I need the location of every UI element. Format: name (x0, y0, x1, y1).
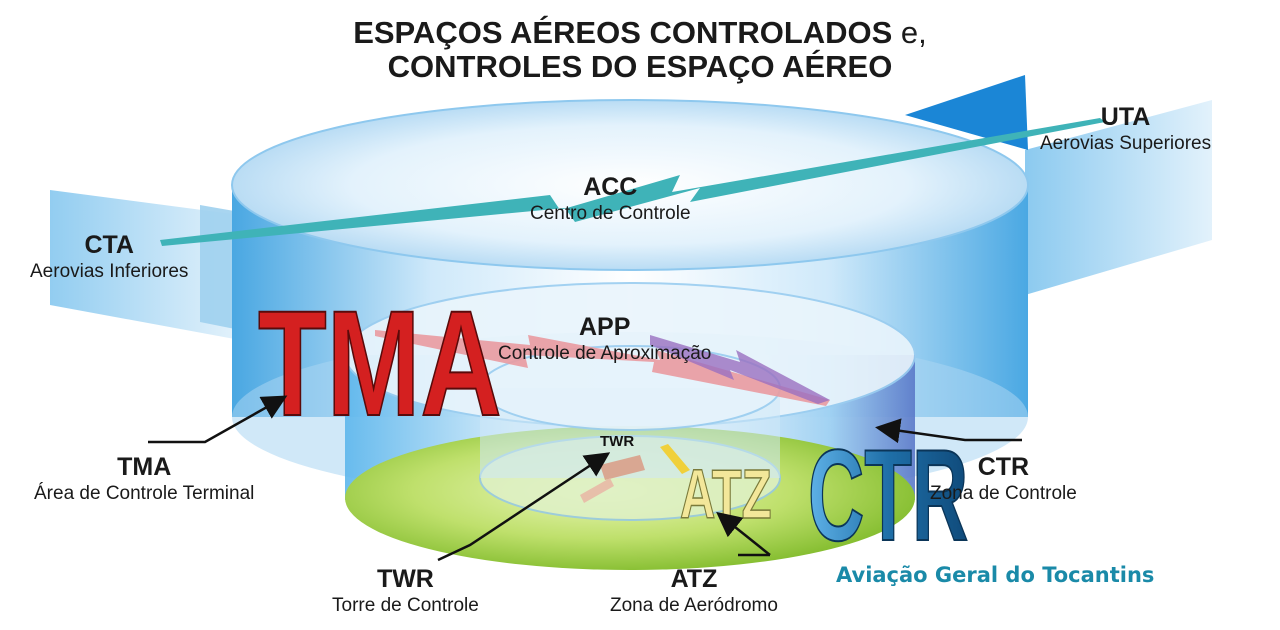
cta-airway-band (50, 190, 240, 340)
cta-label: CTA Aerovias Inferiores (30, 230, 188, 284)
acc-cylinder-top (231, 99, 1029, 271)
ctr-desc: Zona de Controle (930, 483, 1077, 504)
ctr-big-letters: CTR (808, 422, 968, 568)
cta-desc: Aerovias Inferiores (30, 261, 189, 282)
uta-abbr: UTA (1100, 103, 1151, 131)
atz-desc: Zona de Aeródromo (610, 595, 778, 616)
tma-pointer (148, 395, 288, 444)
app-lightning-streak (375, 330, 830, 406)
atz-label: ATZ Zona de Aeródromo (610, 564, 778, 618)
atz-big-letters: ATZ (680, 454, 772, 533)
tma-desc: Área de Controle Terminal (34, 483, 255, 504)
tma-big-letters: TMA (258, 280, 502, 447)
uta-airway-band (1025, 100, 1212, 295)
app-lightning-streak-purple (650, 335, 830, 404)
twr-atz-connector (660, 444, 690, 474)
uta-desc: Aerovias Superiores (1040, 133, 1212, 154)
tma-label: TMA Área de Controle Terminal (34, 452, 254, 506)
credit-text: Aviação Geral do Tocantins (836, 563, 1155, 587)
acc-label: ACC Centro de Controle (530, 172, 691, 226)
atz-pointer (716, 511, 771, 556)
ctr-abbr: CTR (977, 453, 1030, 481)
cta-abbr: CTA (84, 231, 134, 259)
twr-small-label: TWR (600, 433, 635, 450)
twr-pointer (437, 452, 611, 562)
page-title-line2: CONTROLES DO ESPAÇO AÉREO (387, 49, 893, 84)
tower-beam (580, 478, 614, 503)
twr-abbr: TWR (376, 565, 434, 593)
acc-abbr: ACC (583, 173, 638, 201)
acc-lightning-streak (160, 118, 1105, 246)
page-title-line1: ESPAÇOS AÉREOS CONTROLADOS e, (0, 14, 1280, 52)
twr-desc: Torre de Controle (332, 595, 479, 616)
uta-airway-fin (905, 75, 1028, 150)
uta-label: UTA Aerovias Superiores (1040, 102, 1211, 156)
twr-label: TWR Torre de Controle (332, 564, 479, 618)
title-main: ESPAÇOS AÉREOS CONTROLADOS (353, 15, 893, 50)
atz-abbr: ATZ (670, 565, 718, 593)
app-desc: Controle de Aproximação (498, 343, 712, 364)
title-suffix: e, (892, 15, 927, 50)
app-abbr: APP (578, 313, 631, 341)
ctr-label: CTR Zona de Controle (930, 452, 1077, 506)
ctr-pointer (875, 418, 1022, 444)
tower-icon (600, 455, 645, 480)
acc-desc: Centro de Controle (530, 203, 691, 224)
app-label: APP Controle de Aproximação (498, 312, 711, 366)
tma-abbr: TMA (117, 453, 172, 481)
